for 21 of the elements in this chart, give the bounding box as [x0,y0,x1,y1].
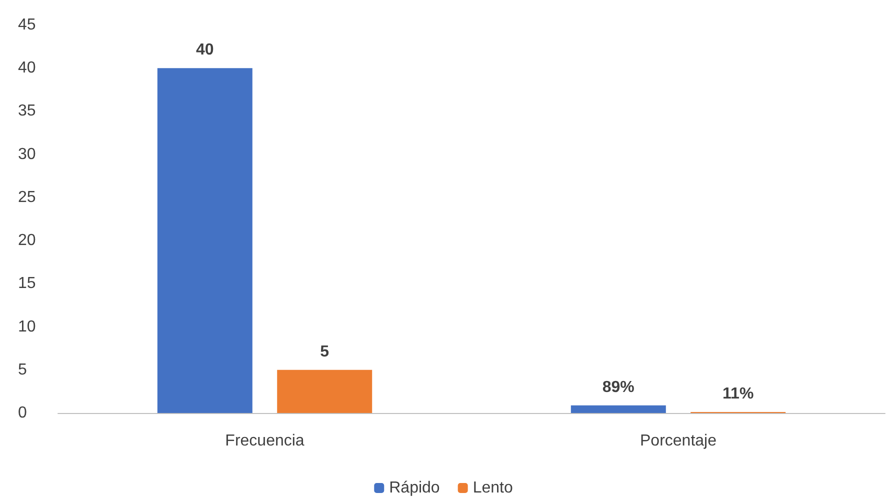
y-tick-label: 5 [18,361,27,378]
data-label: 11% [722,386,754,403]
y-tick-label: 0 [18,404,27,422]
y-tick-label: 15 [18,275,36,292]
bar [277,370,372,413]
y-tick-label: 30 [18,146,36,163]
legend-label: Lento [472,480,513,496]
data-label: 89% [602,378,634,396]
bar [570,405,666,413]
legend-label: Rápido [389,480,440,496]
x-tick-label: Porcentaje [640,432,717,450]
y-tick-label: 45 [18,16,36,34]
y-tick-label: 25 [18,188,36,206]
y-tick-label: 40 [18,60,36,77]
bar [157,68,252,413]
x-tick-label: Frecuencia [225,432,304,450]
y-tick-label: 10 [18,318,36,336]
data-label: 5 [320,343,330,360]
data-label: 40 [196,42,214,59]
y-tick-label: 20 [18,232,36,250]
y-tick-label: 35 [18,102,36,120]
